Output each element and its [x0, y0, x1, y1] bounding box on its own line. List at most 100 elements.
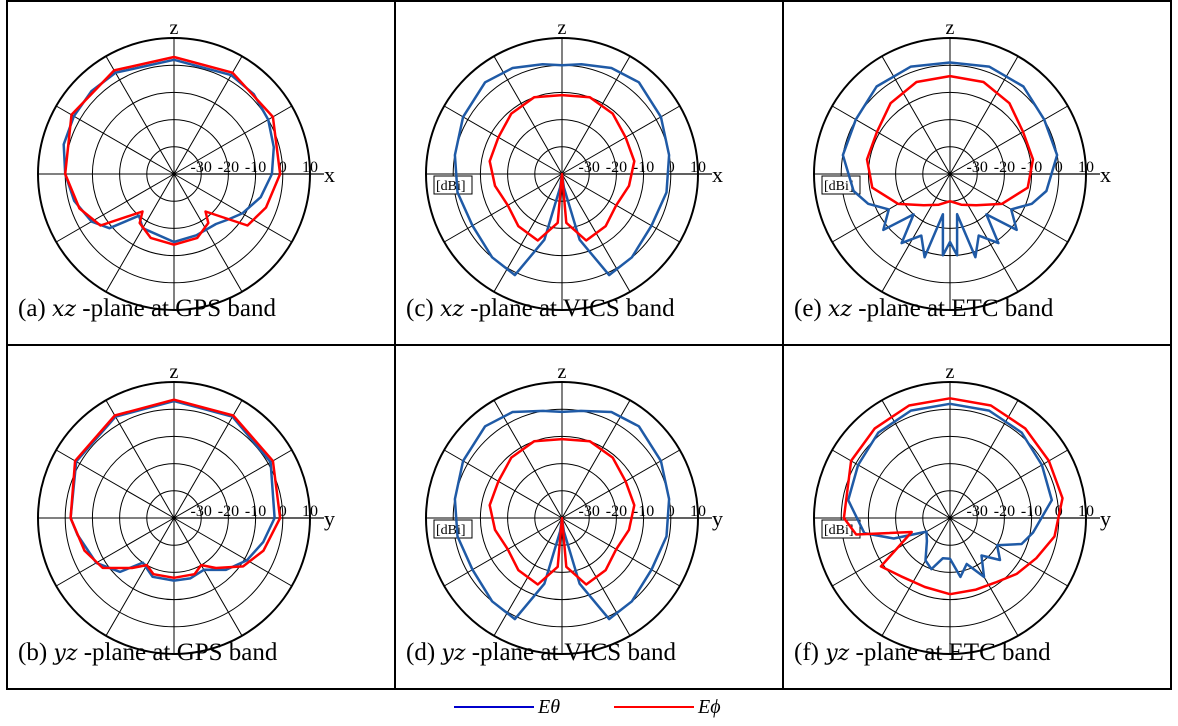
polar-spoke	[831, 105, 951, 175]
polar-spoke	[949, 517, 1069, 587]
panel-d: -30 -20 -10 0 10 z y [dBi] (d) yz -plane at VICS…	[394, 344, 784, 690]
r-tick-label: -30	[967, 503, 988, 520]
polar-spoke	[949, 55, 1019, 175]
polar-spoke	[561, 517, 681, 587]
panel-caption-f: (f) yz -plane at ETC band	[794, 639, 1051, 667]
polar-spoke	[173, 55, 243, 175]
polar-spoke	[831, 173, 951, 243]
polar-plot-c: -30 -20 -10 0 10 z x [dBi]	[425, 17, 723, 311]
polar-spoke	[949, 399, 1019, 519]
r-tick-label: 0	[667, 159, 675, 176]
panel-caption-c: (c) xz -plane at VICS band	[406, 295, 675, 323]
polar-spoke	[881, 55, 951, 175]
unit-label: [dBi]	[824, 523, 854, 538]
caption-band: -plane at VICS band	[464, 295, 675, 322]
series-trace-e-phi	[842, 397, 1064, 596]
caption-plane: yz	[441, 641, 466, 666]
panel-caption-a: (a) xz -plane at GPS band	[18, 295, 276, 323]
panel-e: -30 -20 -10 0 10 z x [dBi] (e) xz -plane at ETC …	[782, 0, 1172, 346]
polar-spoke	[173, 399, 243, 519]
caption-plane: xz	[52, 297, 76, 322]
legend: Eθ Eϕ	[454, 690, 754, 726]
caption-band: -plane at VICS band	[465, 639, 677, 666]
polar-spoke	[493, 399, 563, 519]
r-tick-label: -10	[245, 159, 266, 176]
axis-label-top: z	[946, 17, 955, 39]
polar-plot-b: -30 -20 -10 0 10 z y	[37, 361, 335, 655]
polar-spoke	[105, 399, 175, 519]
legend-label-e-phi: Eϕ	[698, 695, 721, 718]
polar-spoke	[831, 449, 951, 519]
panel-b: -30 -20 -10 0 10 z y (b) yz -plane at GPS band	[6, 344, 396, 690]
polar-spoke	[443, 449, 563, 519]
figure-grid: -30 -20 -10 0 10 z x (a) xz -plane at GPS band …	[6, 0, 1172, 690]
unit-label-box	[433, 519, 473, 539]
r-tick-label: -10	[245, 503, 266, 520]
polar-spoke	[55, 105, 175, 175]
axis-label-top: z	[170, 17, 179, 39]
r-tick-label: -30	[579, 159, 600, 176]
r-tick-label: 10	[1078, 503, 1094, 520]
polar-spoke	[493, 55, 563, 175]
r-tick-label: -10	[633, 159, 654, 176]
polar-spoke	[55, 517, 175, 587]
polar-spoke	[443, 105, 563, 175]
caption-label: (c)	[406, 295, 440, 322]
polar-spoke	[881, 517, 951, 637]
r-tick-label: -10	[1021, 503, 1042, 520]
panel-caption-e: (e) xz -plane at ETC band	[794, 295, 1053, 323]
series-trace-e-theta	[841, 61, 1059, 259]
axis-label-right: x	[324, 162, 335, 187]
r-tick-label: -20	[606, 503, 627, 520]
polar-spoke	[561, 399, 631, 519]
series-trace-e-phi	[63, 55, 282, 246]
r-tick-label: 10	[302, 503, 318, 520]
caption-label: (b)	[18, 639, 54, 666]
r-tick-label: -30	[967, 159, 988, 176]
r-tick-label: -30	[191, 159, 212, 176]
axis-label-right: y	[324, 506, 335, 531]
axis-label-right: x	[1100, 162, 1111, 187]
axis-label-right: y	[1100, 506, 1111, 531]
r-tick-label: 0	[279, 159, 287, 176]
polar-spoke	[443, 517, 563, 587]
r-tick-label: 0	[1055, 159, 1063, 176]
caption-label: (d)	[406, 639, 442, 666]
caption-plane: yz	[825, 641, 850, 666]
polar-spoke	[443, 173, 563, 243]
panel-caption-b: (b) yz -plane at GPS band	[18, 639, 277, 667]
caption-plane: xz	[828, 297, 852, 322]
series-trace-e-theta	[846, 402, 1054, 579]
polar-plot-d: -30 -20 -10 0 10 z y [dBi]	[425, 361, 723, 655]
series-trace-e-theta	[453, 62, 671, 277]
caption-band: -plane at GPS band	[77, 639, 278, 666]
r-tick-label: -30	[191, 503, 212, 520]
r-tick-label: -10	[633, 503, 654, 520]
polar-spoke	[949, 173, 1069, 243]
r-tick-label: -20	[606, 159, 627, 176]
r-tick-label: 10	[690, 503, 706, 520]
polar-spoke	[831, 517, 951, 587]
axis-label-top: z	[946, 361, 955, 383]
r-tick-label: -30	[579, 503, 600, 520]
legend-item-e-phi: Eϕ	[614, 692, 721, 722]
caption-band: -plane at GPS band	[76, 295, 276, 322]
series-trace-e-theta	[69, 399, 276, 582]
polar-plot-a: -30 -20 -10 0 10 z x	[37, 17, 335, 311]
polar-spoke	[949, 105, 1069, 175]
panel-c: -30 -20 -10 0 10 z x [dBi] (c) xz -plane at VICS…	[394, 0, 784, 346]
unit-label: [dBi]	[824, 179, 854, 194]
r-tick-label: -20	[994, 159, 1015, 176]
polar-spoke	[173, 517, 293, 587]
r-tick-label: 10	[1078, 159, 1094, 176]
caption-label: (a)	[18, 295, 52, 322]
panel-f: -30 -20 -10 0 10 z y [dBi] (f) yz -plane at ETC …	[782, 344, 1172, 690]
polar-spoke	[105, 173, 175, 293]
series-trace-e-theta	[62, 58, 276, 244]
series-trace-e-phi	[488, 437, 636, 586]
legend-item-e-theta: Eθ	[454, 692, 560, 722]
r-tick-label: 0	[279, 503, 287, 520]
caption-band: -plane at ETC band	[849, 639, 1051, 666]
